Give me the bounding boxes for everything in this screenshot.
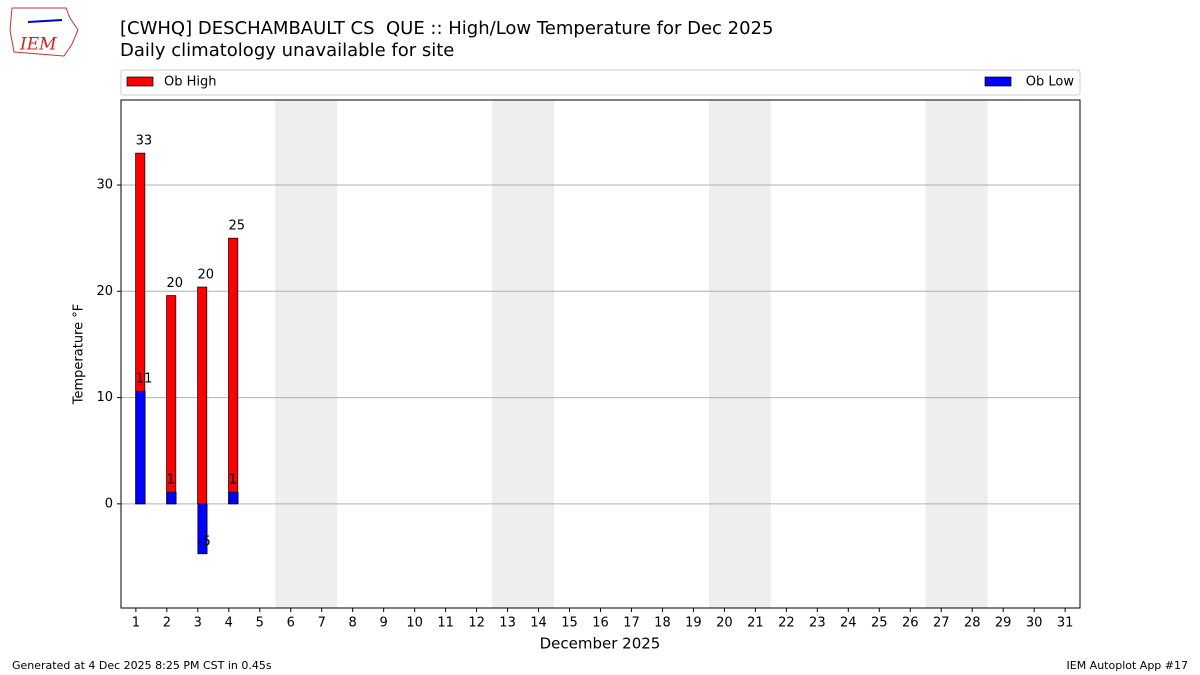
x-tick-label: 8 bbox=[349, 616, 357, 631]
legend-label: Ob High bbox=[164, 75, 217, 90]
x-tick-label: 10 bbox=[406, 616, 423, 631]
x-tick-label: 13 bbox=[499, 616, 516, 631]
x-tick-label: 31 bbox=[1057, 616, 1074, 631]
legend-swatch bbox=[126, 76, 154, 87]
bar bbox=[197, 503, 208, 555]
legend-swatch bbox=[984, 76, 1012, 87]
weekend-shade bbox=[492, 100, 555, 608]
weekend-shade bbox=[275, 100, 338, 608]
bar bbox=[228, 491, 239, 505]
chart-title: [CWHQ] DESCHAMBAULT CS QUE :: High/Low T… bbox=[120, 18, 773, 39]
x-tick-label: 19 bbox=[685, 616, 702, 631]
y-tick-label: 30 bbox=[96, 178, 113, 193]
x-tick-label: 20 bbox=[716, 616, 733, 631]
data-label: 20 bbox=[167, 276, 184, 291]
logo: IEM bbox=[9, 7, 79, 57]
legend bbox=[120, 69, 1081, 96]
x-tick-label: 25 bbox=[871, 616, 888, 631]
x-tick-label: 27 bbox=[933, 616, 950, 631]
data-label: -5 bbox=[198, 534, 211, 549]
x-tick-label: 18 bbox=[654, 616, 671, 631]
bar bbox=[197, 286, 208, 505]
x-tick-label: 15 bbox=[561, 616, 578, 631]
x-tick-label: 16 bbox=[592, 616, 609, 631]
footer-right: IEM Autoplot App #17 bbox=[1067, 659, 1189, 672]
data-label: 11 bbox=[136, 372, 153, 387]
x-tick-label: 23 bbox=[809, 616, 826, 631]
logo-text: IEM bbox=[19, 35, 57, 55]
bar bbox=[166, 491, 177, 505]
weekend-shade bbox=[925, 100, 988, 608]
data-label: 25 bbox=[228, 219, 245, 234]
x-tick-label: 17 bbox=[623, 616, 640, 631]
x-tick-label: 22 bbox=[778, 616, 795, 631]
x-tick-label: 5 bbox=[256, 616, 264, 631]
x-tick-label: 30 bbox=[1026, 616, 1043, 631]
y-tick-label: 20 bbox=[96, 284, 113, 299]
x-tick-label: 6 bbox=[287, 616, 295, 631]
logo-outline bbox=[9, 7, 79, 57]
x-tick-label: 28 bbox=[964, 616, 981, 631]
weekend-shade bbox=[708, 100, 771, 608]
x-tick-label: 3 bbox=[194, 616, 202, 631]
x-tick-label: 26 bbox=[902, 616, 919, 631]
x-tick-label: 21 bbox=[747, 616, 764, 631]
footer-left: Generated at 4 Dec 2025 8:25 PM CST in 0… bbox=[12, 659, 272, 672]
x-tick-label: 7 bbox=[318, 616, 326, 631]
x-tick-label: 29 bbox=[995, 616, 1012, 631]
y-tick-label: 10 bbox=[96, 390, 113, 405]
x-tick-label: 4 bbox=[225, 616, 233, 631]
data-label: 33 bbox=[136, 134, 153, 149]
bar bbox=[135, 390, 146, 505]
x-tick-label: 24 bbox=[840, 616, 857, 631]
y-axis-label: Temperature °F bbox=[72, 304, 87, 405]
x-tick-label: 11 bbox=[437, 616, 454, 631]
y-tick-label: 0 bbox=[105, 496, 113, 511]
x-tick-label: 14 bbox=[530, 616, 547, 631]
logo-icon bbox=[27, 19, 63, 23]
chart-subtitle: Daily climatology unavailable for site bbox=[120, 40, 454, 61]
x-tick-label: 1 bbox=[132, 616, 140, 631]
data-label: 1 bbox=[229, 473, 237, 488]
legend-label: Ob Low bbox=[1026, 75, 1075, 90]
bar bbox=[228, 237, 239, 505]
plot-frame bbox=[120, 99, 1081, 609]
data-label: 1 bbox=[167, 473, 175, 488]
x-axis-label: December 2025 bbox=[540, 635, 661, 653]
x-tick-label: 9 bbox=[380, 616, 388, 631]
x-tick-label: 12 bbox=[468, 616, 485, 631]
data-label: 20 bbox=[198, 268, 215, 283]
x-tick-label: 2 bbox=[163, 616, 171, 631]
